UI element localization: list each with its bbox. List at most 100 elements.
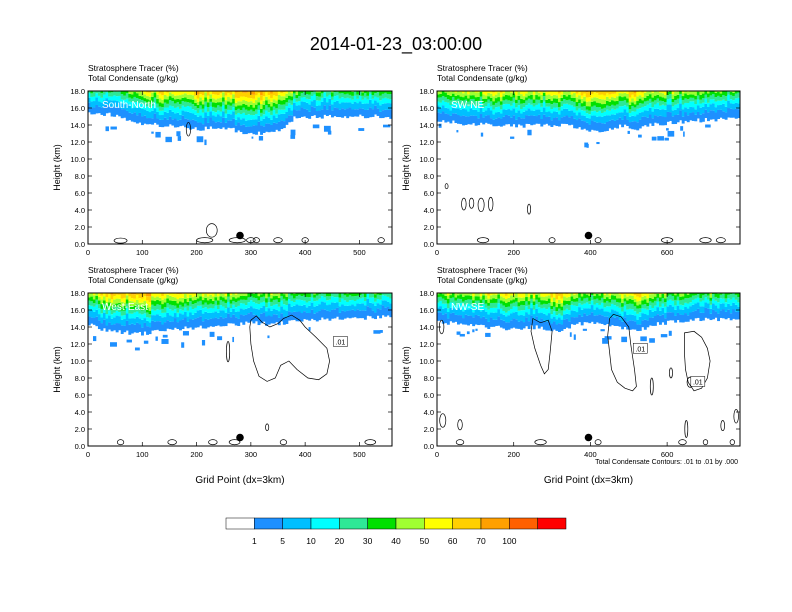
tracer-cell [593,299,597,305]
tracer-cell [300,91,304,94]
tracer-cell [636,91,640,97]
tracer-cell [97,91,101,96]
tracer-cell [651,298,655,303]
tracer-cell [555,91,559,96]
tracer-cell [341,304,345,311]
tracer-cell [336,297,339,303]
tracer-cell [666,104,670,112]
tracer-cell [209,298,213,304]
tracer-cell [684,91,688,94]
tracer-streak [600,329,605,332]
tracer-cell [211,318,215,327]
tracer-cell [217,102,220,106]
tracer-cell [681,296,685,300]
tracer-cell [328,293,332,297]
tracer-cell [222,91,225,93]
tracer-cell [507,91,511,96]
tracer-cell [563,103,566,109]
tracer-cell [272,309,276,315]
tracer-cell [595,307,599,316]
condensate-contour [715,237,726,244]
tracer-cell [719,97,723,101]
tracer-cell [479,114,483,123]
tracer-cell [444,300,448,304]
tracer-cell [706,299,710,304]
tracer-cell [712,293,715,295]
tracer-cell [255,109,258,114]
tracer-cell [674,295,678,300]
tracer-cell [547,98,551,104]
tracer-cell [714,107,718,113]
tracer-cell [219,91,223,94]
tracer-cell [224,122,228,130]
tracer-cell [265,298,269,303]
tracer-cell [732,103,736,110]
tracer-cell [384,103,388,110]
tracer-cell [280,100,284,105]
tracer-cell [325,296,329,301]
tracer-cell [97,300,101,305]
tracer-cell [537,91,541,93]
tracer-cell [95,299,99,305]
tracer-cell [618,307,622,314]
tracer-cell [191,300,195,305]
tracer-cell [575,97,579,103]
tracer-cell [532,309,536,315]
tracer-cell [641,100,645,104]
tracer-cell [110,96,114,101]
tracer-cell [479,307,483,312]
tracer-cell [542,307,546,314]
tracer-cell [118,323,122,331]
tracer-cell [631,102,635,106]
tracer-cell [163,322,167,332]
tracer-cell [376,97,380,103]
tracer-cell [267,296,271,303]
tracer-cell [709,304,713,309]
tracer-cell [643,304,647,309]
tracer-cell [611,316,614,326]
tracer-cell [605,105,609,110]
tracer-cell [232,94,236,99]
tracer-cell [737,297,740,303]
tracer-cell [143,313,147,319]
panel-3: Stratosphere Tracer (%)Total Condensate … [401,265,741,486]
tracer-cell [386,296,390,302]
tracer-cell [176,294,180,300]
tracer-cell [467,116,471,125]
tracer-cell [348,102,352,108]
tracer-cell [214,311,218,318]
tracer-cell [636,105,640,109]
tracer-cell [608,318,612,327]
tracer-cell [578,314,582,323]
tracer-cell [168,105,172,110]
tracer-cell [636,305,640,309]
tracer-cell [366,91,370,96]
tracer-cell [295,98,299,102]
tracer-cell [113,296,117,300]
tracer-cell [600,123,604,132]
tracer-cell [729,293,733,295]
tracer-cell [578,92,582,96]
tracer-cell [580,316,584,326]
tracer-cell [118,101,122,108]
tracer-cell [115,323,119,333]
tracer-cell [171,305,175,311]
tracer-cell [504,307,508,313]
tracer-cell [502,305,506,311]
tracer-cell [659,109,662,116]
tracer-cell [171,111,175,120]
tracer-cell [719,310,723,318]
tracer-cell [138,298,142,303]
tracer-cell [386,103,390,110]
tracer-cell [173,99,177,104]
tracer-cell [477,293,481,297]
tracer-cell [189,298,193,302]
tracer-cell [308,104,312,112]
tracer-cell [552,94,556,99]
tracer-cell [691,94,695,98]
tracer-cell [580,293,584,297]
tracer-cell [113,307,117,313]
tracer-cell [570,317,574,325]
tracer-cell [141,298,144,303]
tracer-cell [305,94,309,99]
